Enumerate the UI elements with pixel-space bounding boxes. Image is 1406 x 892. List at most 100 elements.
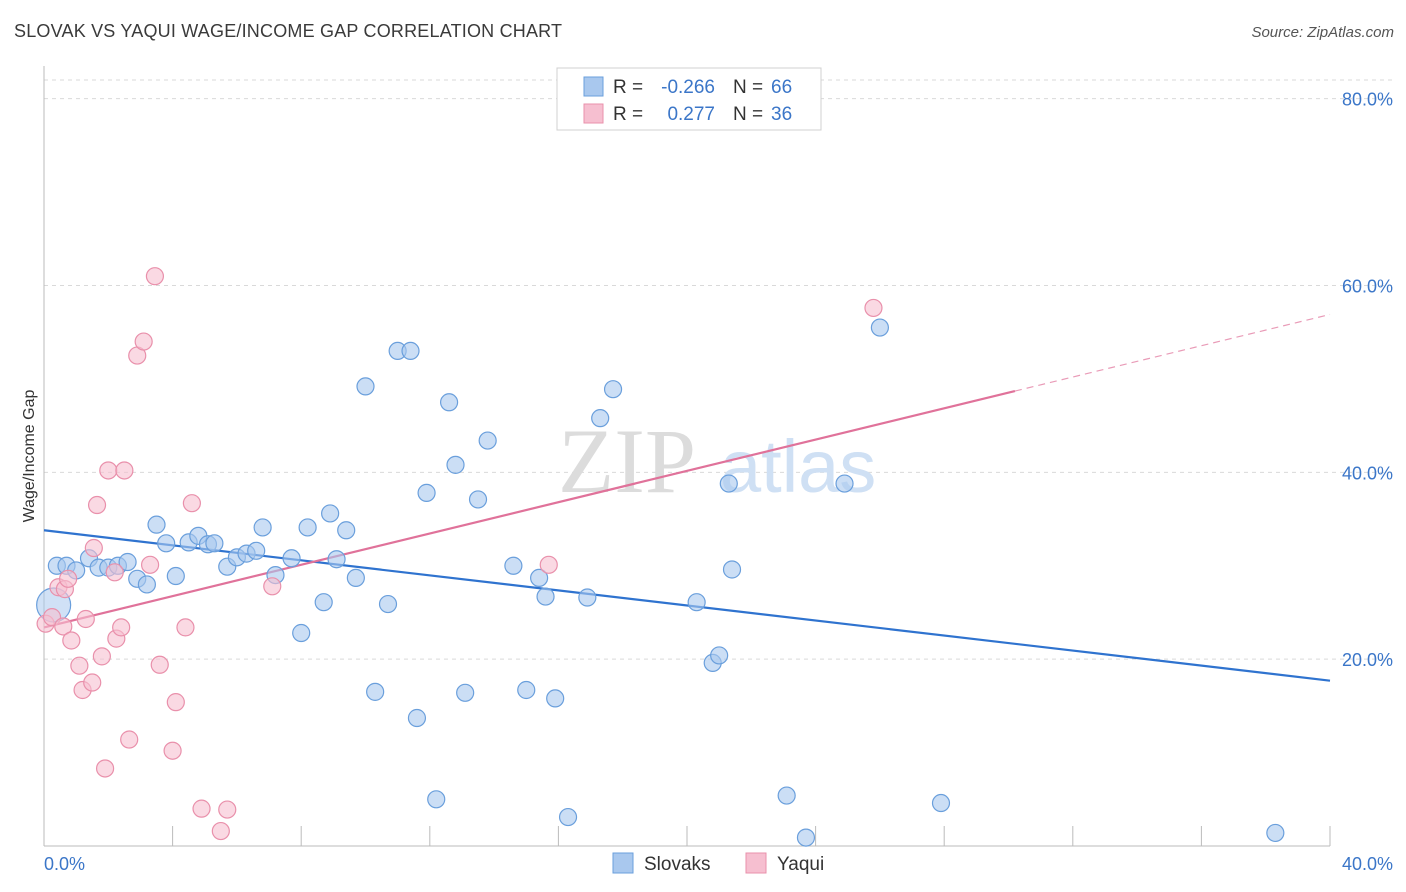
slovaks-point (292, 623, 311, 643)
legend-slovaks-swatch (612, 852, 634, 874)
legend-yaqui-swatch (745, 852, 767, 874)
yaqui-point (99, 461, 118, 480)
y-tick-label: 40.0% (1342, 463, 1393, 483)
slovaks-point (722, 560, 742, 579)
slovaks-swatch (583, 76, 604, 97)
yaqui-r-label: R = (613, 104, 643, 125)
data-points (36, 267, 1285, 847)
slovaks-point (710, 646, 729, 665)
yaqui-point (112, 618, 131, 637)
slovaks-point (137, 575, 156, 594)
slovaks-point (558, 807, 578, 827)
series-legend: Slovaks Yaqui (612, 852, 824, 875)
yaqui-point (864, 298, 883, 318)
watermark: ZIP atlas (558, 410, 876, 512)
slovaks-point (578, 588, 597, 607)
slovaks-point (253, 518, 272, 537)
slovaks-point (591, 409, 610, 428)
slovaks-point (147, 515, 166, 534)
yaqui-n-value: 36 (771, 104, 792, 125)
yaqui-point (182, 494, 201, 513)
slovaks-point (456, 683, 475, 702)
yaqui-point (83, 673, 102, 692)
slovaks-point (157, 534, 176, 553)
yaqui-point (59, 569, 78, 588)
slovaks-point (546, 689, 565, 708)
slovaks-point (517, 680, 536, 700)
yaqui-point (218, 800, 237, 819)
slovaks-point (247, 541, 266, 560)
slovaks-point (835, 474, 854, 493)
chart-title: SLOVAK VS YAQUI WAGE/INCOME GAP CORRELAT… (14, 21, 563, 41)
slovaks-point (118, 552, 137, 572)
slovaks-point (166, 566, 185, 586)
slovaks-point (314, 593, 333, 612)
slovaks-point (777, 786, 796, 805)
yaqui-point (140, 555, 160, 574)
slovaks-point (407, 708, 427, 728)
yaqui-point (62, 631, 81, 650)
yaqui-point (150, 655, 169, 674)
slovaks-point (439, 393, 459, 412)
slovaks-point (337, 521, 356, 540)
yaqui-point (163, 741, 182, 760)
watermark-zip: ZIP (558, 410, 696, 512)
yaqui-point (263, 577, 282, 596)
slovaks-n-value: 66 (771, 77, 792, 98)
slovaks-point (504, 556, 523, 575)
axes (43, 66, 1331, 847)
y-tick-label: 80.0% (1342, 90, 1393, 110)
slovaks-point (796, 828, 816, 847)
slovaks-point (719, 474, 738, 493)
source-credit: Source: ZipAtlas.com (1251, 24, 1394, 41)
slovaks-point (931, 793, 951, 813)
yaqui-point (95, 759, 115, 778)
yaqui-point (105, 563, 124, 582)
slovaks-point (205, 534, 224, 553)
yaqui-point (54, 617, 73, 636)
yaqui-point (192, 799, 211, 818)
y-tick-label: 20.0% (1342, 650, 1393, 670)
slovaks-point (366, 682, 385, 701)
slovaks-point (468, 490, 488, 509)
x-tick-label: 40.0% (1342, 854, 1393, 874)
slovaks-point (478, 431, 497, 450)
slovaks-point (687, 593, 706, 612)
slovaks-point (427, 790, 446, 809)
yaqui-point (92, 647, 111, 666)
yaqui-swatch (583, 103, 604, 124)
slovaks-r-label: R = (613, 77, 643, 98)
stats-box: R = -0.266 N = 66 R = 0.277 N = 36 (556, 67, 822, 131)
legend-slovaks: Slovaks (644, 854, 711, 875)
yaqui-point (76, 609, 95, 629)
yaqui-r-value: 0.277 (667, 104, 715, 125)
slovaks-point (1266, 823, 1285, 843)
y-axis-label: Wage/Income Gap (21, 390, 38, 523)
slovaks-point (530, 568, 549, 588)
slovaks-r-value: -0.266 (661, 77, 715, 98)
slovaks-point (870, 318, 890, 337)
slovaks-point (401, 341, 420, 361)
legend-yaqui: Yaqui (777, 854, 824, 875)
y-tick-label: 60.0% (1342, 277, 1393, 297)
slovaks-point (282, 549, 301, 568)
tick-labels: 20.0% 40.0% 60.0% 80.0% 0.0% 40.0% (44, 90, 1393, 874)
slovaks-point (417, 483, 436, 502)
yaqui-point (87, 495, 107, 515)
slovaks-point (378, 594, 398, 614)
slovaks-n-label: N = (733, 77, 763, 98)
watermark-atlas: atlas (720, 425, 876, 508)
yaqui-point (166, 693, 185, 712)
grid-lines (44, 79, 1394, 660)
slovaks-point (321, 504, 340, 523)
yaqui-point (115, 461, 134, 480)
trend-extension-yaqui (1014, 313, 1331, 392)
trend-line-yaqui (43, 390, 1016, 629)
slovaks-point (356, 377, 375, 396)
yaqui-n-label: N = (733, 104, 763, 125)
slovaks-point (446, 455, 465, 474)
slovaks-point (298, 518, 317, 537)
yaqui-point (84, 538, 103, 558)
slovaks-point (603, 380, 623, 399)
